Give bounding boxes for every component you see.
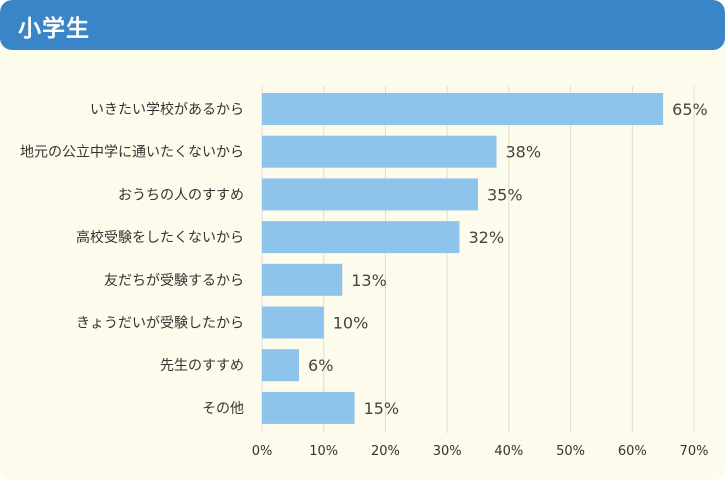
x-tick-label: 10% [309, 444, 338, 459]
x-tick-label: 30% [433, 444, 462, 459]
category-label: 地元の公立中学に通いたくないから [20, 145, 244, 161]
category-label: 友だちが受験するから [104, 273, 244, 289]
value-label: 35% [487, 185, 523, 204]
value-label: 13% [351, 271, 387, 290]
bar [262, 349, 300, 382]
category-label: きょうだいが受験したから [76, 316, 244, 332]
value-label: 10% [333, 314, 369, 333]
value-label: 65% [672, 100, 708, 119]
category-label: いきたい学校があるから [90, 101, 244, 118]
category-label: 高校受験をしたくないから [76, 229, 244, 246]
value-label: 15% [364, 399, 400, 418]
x-tick-label: 40% [494, 444, 523, 459]
x-tick-label: 70% [680, 444, 709, 459]
bar [262, 391, 355, 424]
bar [262, 135, 497, 168]
x-tick-label: 20% [371, 444, 400, 459]
chart-title: 小学生 [18, 16, 90, 42]
bar [262, 221, 460, 254]
x-tick-label: 50% [556, 444, 585, 459]
category-label: その他 [202, 401, 244, 417]
value-label: 32% [468, 228, 504, 247]
category-label: おうちの人のすすめ [118, 187, 244, 203]
bar [262, 263, 343, 296]
bar [262, 93, 664, 125]
x-tick-label: 0% [252, 444, 273, 459]
value-label: 6% [308, 356, 333, 375]
value-label: 38% [506, 143, 542, 162]
category-label: 先生のすすめ [160, 358, 244, 374]
header-bar: 小学生 [0, 0, 725, 50]
x-tick-label: 60% [618, 444, 647, 459]
bar [262, 306, 324, 339]
bar [262, 178, 478, 211]
